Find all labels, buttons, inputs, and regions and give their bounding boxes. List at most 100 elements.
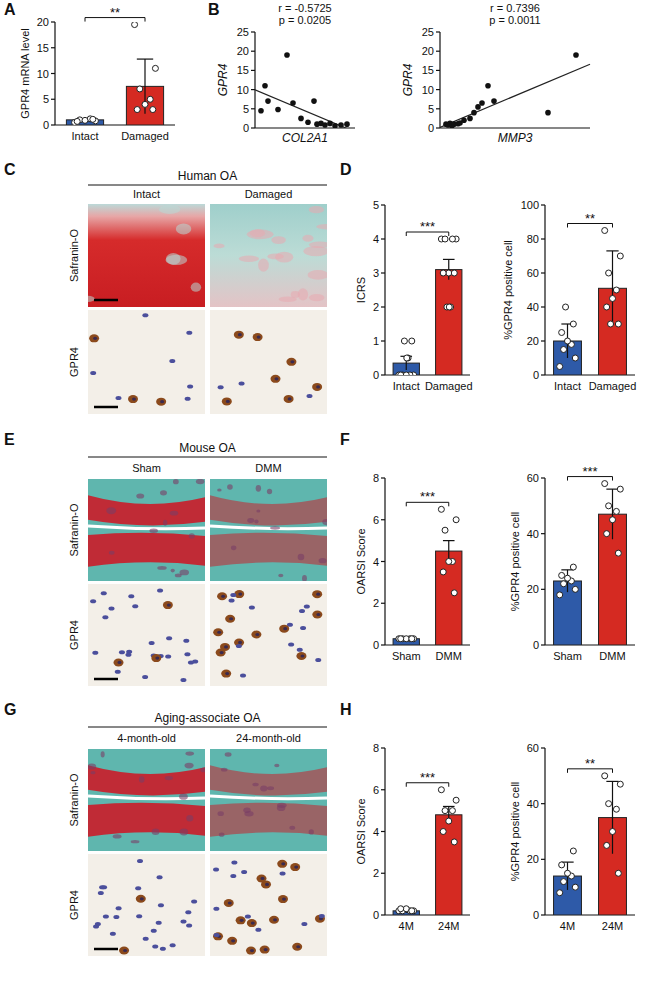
nucleus [157, 588, 163, 592]
positive-cell [312, 383, 322, 391]
positive-cell [290, 863, 300, 871]
positive-cell [260, 946, 270, 954]
positive-cell [312, 610, 322, 618]
nucleus [224, 645, 228, 648]
nucleus [251, 922, 255, 925]
data-point [572, 884, 578, 890]
error-cap [443, 540, 455, 541]
stain-band [88, 803, 205, 837]
y-tick-label: 0 [428, 122, 434, 134]
y-tick [381, 789, 385, 790]
data-point [559, 572, 565, 578]
y-tick [541, 747, 545, 748]
nucleus [132, 604, 138, 608]
fit-line [440, 64, 590, 127]
error-cap [443, 259, 455, 260]
data-point [610, 296, 616, 302]
y-axis [544, 478, 545, 645]
texture [302, 235, 313, 242]
positive-cell [224, 899, 234, 907]
data-point [604, 531, 610, 537]
y-tick [381, 873, 385, 874]
nucleus [170, 943, 176, 947]
data-point [265, 98, 271, 104]
data-point [565, 338, 571, 344]
texture [88, 764, 96, 770]
texture [274, 764, 279, 767]
histology-image [88, 479, 205, 581]
y-tick-label: 4 [373, 233, 379, 245]
x-tick-label: Sham [392, 650, 421, 662]
data-point [142, 101, 148, 107]
stain [88, 749, 205, 851]
y-tick-label: 25 [237, 26, 249, 38]
data-point [438, 787, 444, 793]
annotation: p = 0.0205 [279, 14, 331, 26]
data-point [557, 592, 563, 598]
nucleus [115, 670, 121, 674]
significance-label: *** [582, 464, 597, 479]
stain [88, 854, 205, 956]
data-point [613, 508, 619, 514]
positive-cell [151, 654, 161, 662]
data-point [275, 107, 281, 113]
positive-cell [257, 874, 267, 882]
annotation: p = 0.0011 [489, 14, 540, 26]
y-tick [251, 70, 255, 71]
data-point [559, 862, 565, 868]
y-tick-label: 0 [533, 639, 539, 651]
y-axis-label: GPR4 [401, 63, 415, 96]
data-point [561, 581, 567, 587]
nucleus [166, 636, 172, 640]
positive-cell [227, 937, 237, 945]
data-point [557, 364, 563, 370]
positive-cell [253, 333, 263, 341]
y-tick [251, 127, 255, 128]
y-axis-label: OARSI Score [355, 798, 367, 864]
data-point [461, 118, 467, 124]
nucleus [281, 862, 285, 865]
data-point [615, 870, 621, 876]
y-tick-label: 20 [527, 583, 539, 595]
nucleus [165, 654, 171, 658]
histology-image [210, 479, 327, 581]
panel-title: Human OA [178, 169, 237, 183]
nucleus [90, 599, 96, 603]
error-cap [606, 250, 618, 251]
nucleus [123, 949, 127, 952]
texture [109, 551, 115, 555]
y-tick [541, 477, 545, 478]
bar [436, 270, 462, 375]
stain [210, 479, 327, 581]
error-cap [606, 781, 618, 782]
y-tick [51, 99, 55, 100]
positive-cell [119, 947, 129, 955]
plot-area [440, 52, 590, 128]
y-tick [381, 340, 385, 341]
data-point [613, 287, 619, 293]
data-point [74, 118, 80, 124]
title-rule [88, 727, 327, 728]
y-tick-label: 5 [43, 93, 49, 105]
x-tick-label: 24M [602, 920, 623, 932]
positive-cell [292, 943, 302, 951]
positive-cell [312, 590, 322, 598]
panel-letter: F [340, 431, 350, 448]
y-tick [51, 21, 55, 22]
y-tick [541, 914, 545, 915]
scale-bar [94, 299, 118, 302]
error-bar [612, 489, 613, 539]
data-point [479, 100, 485, 106]
texture [165, 255, 187, 265]
data-point [559, 330, 565, 336]
data-point [440, 569, 446, 575]
bar [436, 815, 462, 915]
y-tick-label: 20 [237, 45, 249, 57]
annotation: r = 0.7396 [490, 2, 540, 14]
data-point [610, 517, 616, 523]
y-tick [381, 204, 385, 205]
nucleus [132, 397, 136, 400]
bar [436, 551, 462, 645]
nucleus [230, 874, 236, 878]
data-point [449, 236, 455, 242]
